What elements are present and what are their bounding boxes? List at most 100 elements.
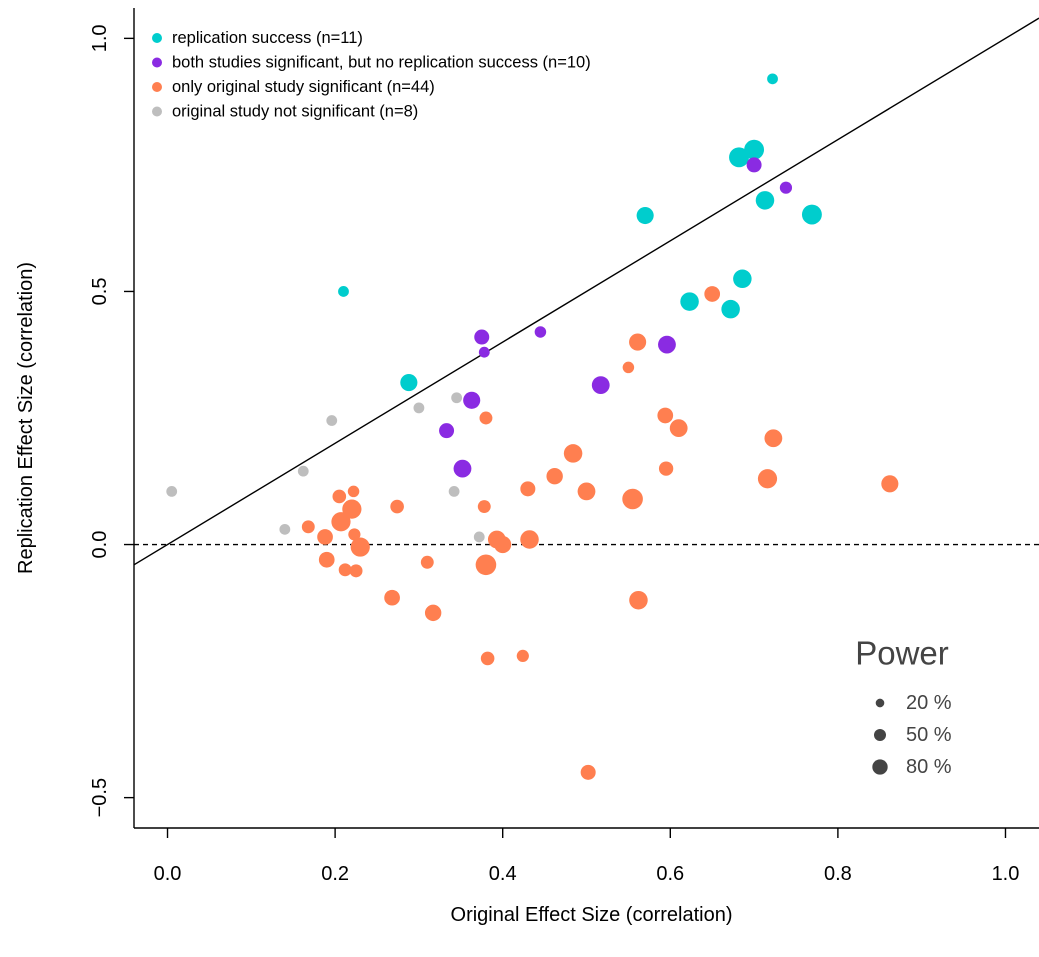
data-point [413,402,425,414]
data-point [622,361,635,374]
data-point [744,139,765,160]
series-0 [338,73,822,392]
data-point [332,489,347,504]
data-point [350,537,370,557]
data-point [326,415,338,426]
data-point [477,500,491,514]
data-point [636,206,654,225]
data-point [680,292,699,311]
data-point [577,482,596,501]
data-point [297,465,309,477]
power-legend-marker [872,759,888,775]
data-point [779,181,793,194]
data-point [746,157,762,173]
data-point [729,147,749,168]
power-legend-marker [875,698,885,708]
data-point [478,346,490,358]
data-point [494,535,512,554]
data-point [479,411,493,425]
data-point [475,554,497,576]
data-point [622,488,643,510]
data-point [317,529,333,545]
identity-line [134,17,1039,566]
legend-marker [152,57,162,68]
data-point [755,191,775,210]
data-point [767,73,778,85]
data-point [338,563,352,577]
data-point [451,392,463,404]
power-legend-marker [874,729,886,741]
data-point [534,326,547,338]
power-legend-label: 80 % [906,756,952,778]
data-point [166,485,178,497]
data-point [453,459,472,478]
data-point [342,499,362,519]
data-point [520,530,539,549]
series-3 [166,392,485,543]
x-axis-title: Original Effect Size (correlation) [451,904,733,926]
legend-label: only original study significant (n=44) [172,78,435,96]
data-point [338,286,349,297]
legend-label: replication success (n=11) [172,29,363,47]
data-point [658,335,676,354]
data-point [347,485,360,498]
data-point [657,407,674,424]
data-point [704,286,721,302]
plot-area [134,17,1039,780]
x-tick-label: 0.6 [656,863,684,885]
axes: 0.0 0.2 0.4 0.6 0.8 1.0 −0.5 0.0 0.5 1.0 Original … [15,8,1039,926]
data-point [331,512,351,532]
data-point [881,475,899,493]
legend-marker [152,82,162,92]
data-point [801,204,822,225]
data-point [301,520,315,534]
legend: replication success (n=11) both studies s… [152,29,591,121]
data-point [400,374,418,392]
data-point [580,764,596,780]
data-point [473,531,485,543]
x-tick-label: 0.0 [154,863,182,885]
series-1 [439,157,793,478]
data-point [721,299,740,319]
data-point [349,564,363,578]
data-point [384,589,400,606]
legend-marker [152,33,162,43]
x-tick-label: 1.0 [992,863,1020,885]
series-2 [301,286,899,780]
data-point [658,461,674,476]
data-point [629,333,647,351]
data-point [480,651,495,666]
data-point [563,444,583,463]
power-legend-title: Power [855,635,949,672]
y-tick-label: 0.5 [89,278,111,306]
data-point [424,604,442,622]
power-legend: Power 20 % 50 % 80 % [855,635,952,779]
data-point [546,468,563,485]
data-point [669,419,688,438]
x-tick-label: 0.2 [321,863,349,885]
data-point [757,469,778,489]
data-point [420,555,434,569]
data-point [318,551,335,568]
y-tick-label: 1.0 [89,24,111,52]
legend-label: original study not significant (n=8) [172,103,418,121]
power-legend-label: 50 % [906,724,952,746]
y-tick-label: −0.5 [89,778,111,817]
data-point [764,429,783,448]
x-tick-label: 0.4 [489,863,517,885]
data-point [390,499,404,514]
data-point [448,485,460,497]
x-tick-label: 0.8 [824,863,852,885]
y-axis-title: Replication Effect Size (correlation) [15,262,37,574]
y-tick-label: 0.0 [89,531,111,559]
data-point [733,269,752,289]
data-point [279,523,291,535]
data-point [591,376,610,394]
data-point [520,481,536,497]
data-point [516,649,529,663]
legend-label: both studies significant, but no replica… [172,54,591,72]
data-point [348,528,361,541]
power-legend-label: 20 % [906,692,952,714]
data-point [474,329,490,345]
